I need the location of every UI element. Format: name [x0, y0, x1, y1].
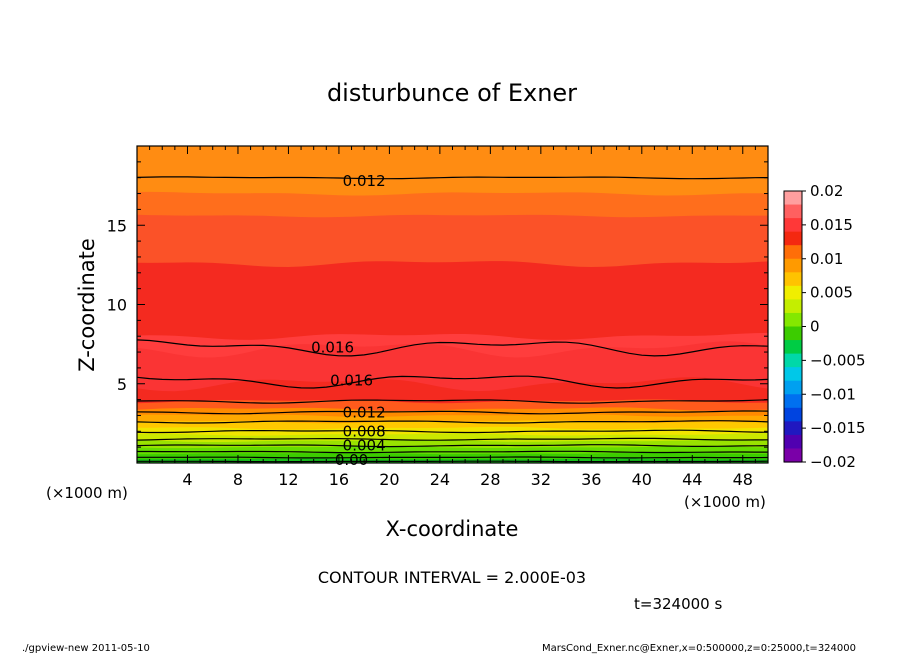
colorbar-swatch [784, 326, 802, 341]
colorbar-swatch [784, 394, 802, 409]
colorbar-swatch [784, 434, 802, 450]
colorbar-label: 0 [810, 318, 820, 336]
contour-label: 0.004 [343, 437, 386, 455]
contour-lines [136, 176, 769, 463]
x-tick-label: 12 [278, 470, 298, 489]
colorbar-swatch [784, 258, 802, 273]
x-tick-label: 36 [581, 470, 601, 489]
contour-label: 0.008 [343, 422, 386, 440]
x-tick-label: 28 [480, 470, 500, 489]
contour-line [136, 429, 769, 434]
y-axis-label: Z-coordinate [75, 238, 99, 372]
contour-line [137, 456, 769, 459]
colorbar-swatch [784, 380, 802, 395]
time-stamp-text: t=324000 s [634, 595, 722, 613]
footer-right-text: MarsCond_Exner.nc@Exner,x=0:500000,z=0:2… [542, 643, 856, 654]
contour-line [136, 339, 769, 357]
contour-label: 0.016 [330, 372, 373, 390]
x-tick-label: 24 [430, 470, 450, 489]
colorbar-label: 0.01 [810, 250, 843, 268]
colorbar-label: 0.005 [810, 284, 853, 302]
colorbar-labels: 0.02 0.015 0.01 0.005 0 −0.005 −0.01 −0.015 −0.0… [802, 182, 866, 471]
x-tick-label: 48 [733, 470, 753, 489]
colorbar-swatch [784, 191, 802, 206]
x-tick-label: 16 [329, 470, 349, 489]
contour-line [136, 410, 769, 415]
contour-label: 0.012 [343, 403, 386, 421]
colorbar-swatch [784, 285, 802, 300]
colorbar-label: −0.01 [810, 385, 856, 403]
colorbar-label: −0.02 [810, 453, 856, 471]
x-axis-label: X-coordinate [386, 517, 519, 541]
colorbar-swatch [784, 367, 802, 382]
y-tick-label: 5 [117, 375, 127, 394]
contour-label: 0.016 [311, 338, 354, 356]
z-unit-label: (×1000 m) [46, 484, 128, 502]
colorbar-label: 0.02 [810, 182, 843, 200]
contour-interval-text: CONTOUR INTERVAL = 2.000E-03 [318, 568, 586, 587]
x-tick-label: 20 [379, 470, 399, 489]
colorbar-swatch [784, 245, 802, 260]
x-tick-label: 40 [632, 470, 652, 489]
axis-ticks [136, 145, 769, 464]
colorbar-swatch [784, 218, 802, 233]
x-tick-label: 32 [531, 470, 551, 489]
colorbar-swatch [784, 407, 802, 422]
x-tick-label: 4 [182, 470, 192, 489]
colorbar-swatch [784, 231, 802, 246]
colorbar-swatch [784, 353, 802, 368]
x-tick-label: 8 [233, 470, 243, 489]
chart-title: disturbunce of Exner [327, 79, 577, 107]
colorbar-label: −0.015 [810, 419, 866, 437]
colorbar-swatch [784, 312, 802, 328]
colorbar-label: 0.015 [810, 216, 853, 234]
shaded-contour-bands [137, 146, 768, 463]
contour-line [137, 450, 768, 454]
y-tick-labels: 5 10 15 [107, 216, 127, 394]
contour-line [136, 444, 769, 448]
colorbar-label: −0.005 [810, 351, 866, 369]
footer-left-text: ./gpview-new 2011-05-10 [22, 643, 150, 654]
colorbar [784, 191, 802, 463]
contour-line [136, 375, 769, 389]
contour-line [136, 399, 769, 404]
y-tick-label: 15 [107, 216, 127, 235]
colorbar-swatch [784, 204, 802, 219]
colorbar-swatch [784, 299, 802, 314]
contour-label: 0.012 [343, 172, 386, 190]
x-unit-label: (×1000 m) [684, 493, 766, 511]
colorbar-swatch [784, 421, 802, 436]
contour-line [136, 420, 769, 424]
x-tick-label: 44 [682, 470, 702, 489]
colorbar-swatch [784, 448, 802, 463]
y-tick-label: 10 [107, 296, 127, 315]
x-tick-labels: 4 8 12 16 20 24 28 32 36 40 44 48 [182, 470, 753, 489]
colorbar-swatch [784, 272, 802, 287]
contour-line [136, 437, 769, 441]
contour-line [136, 176, 769, 180]
colorbar-swatch [784, 340, 802, 355]
